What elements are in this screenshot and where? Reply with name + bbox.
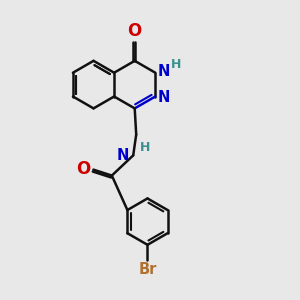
Text: O: O (76, 160, 91, 178)
Text: N: N (158, 90, 170, 105)
Text: N: N (117, 148, 129, 164)
Text: H: H (140, 141, 150, 154)
Text: Br: Br (138, 262, 157, 277)
Text: O: O (128, 22, 142, 40)
Text: N: N (158, 64, 170, 79)
Text: H: H (171, 58, 181, 71)
